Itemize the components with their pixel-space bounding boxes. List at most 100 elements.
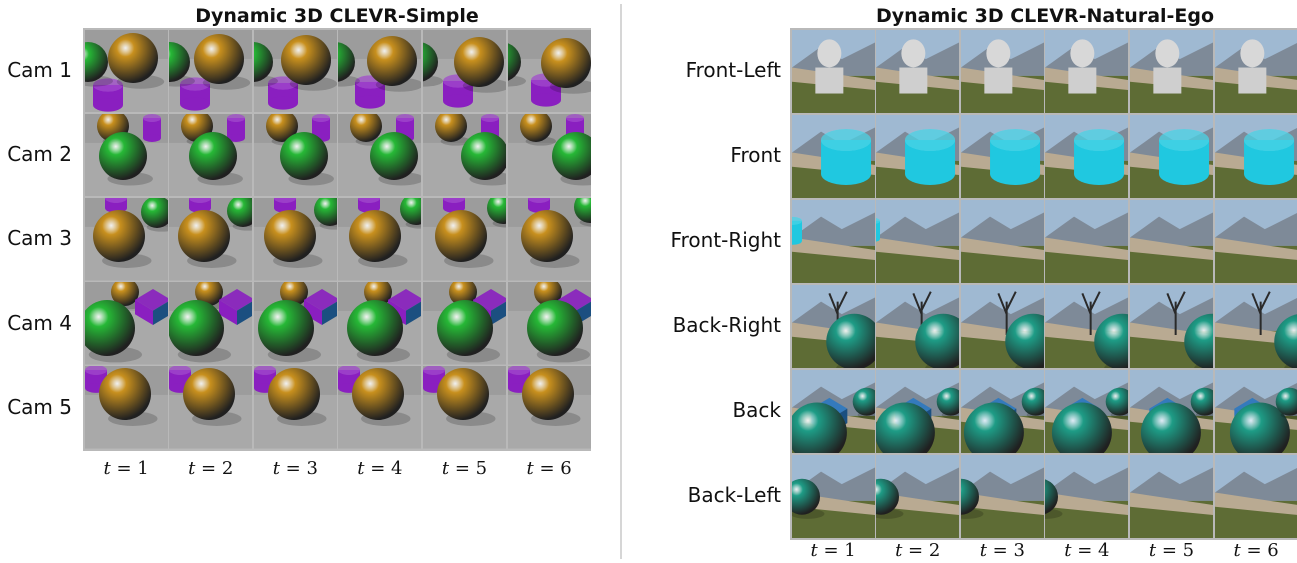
left-time-label: t = 1 — [85, 458, 168, 479]
left-tile-r2-c3 — [253, 113, 337, 197]
time-value: = 3 — [986, 540, 1025, 561]
time-value: = 1 — [110, 458, 149, 479]
green-sphere — [338, 41, 356, 82]
gold-sphere — [195, 282, 224, 307]
left-tile-image — [84, 29, 168, 113]
teal-sphere — [915, 313, 960, 368]
right-tile-r6-c2 — [876, 454, 960, 538]
gold-sphere — [194, 33, 245, 84]
right-tile-r3-c5 — [1130, 199, 1213, 283]
left-tile-r2-c1 — [84, 113, 168, 197]
right-tile-image — [1214, 369, 1297, 453]
panel-divider — [620, 4, 622, 559]
time-variable: t — [103, 458, 111, 479]
right-tile-image — [1130, 29, 1213, 113]
cyan-cylinder — [1074, 128, 1125, 185]
right-tile-image — [791, 369, 875, 453]
left-tile-image — [507, 113, 591, 197]
time-value: = 6 — [1240, 540, 1279, 561]
right-tile-image — [1130, 199, 1213, 283]
left-tile-image — [507, 282, 591, 365]
time-variable: t — [526, 458, 534, 479]
left-time-label: t = 2 — [169, 458, 252, 479]
left-tile-r5-c4 — [338, 366, 422, 449]
green-sphere — [169, 41, 191, 82]
right-tile-image — [1045, 114, 1129, 198]
green-sphere — [507, 42, 521, 81]
right-tile-image — [960, 199, 1044, 283]
statue-bust — [899, 38, 928, 94]
right-tile-image — [1130, 369, 1213, 453]
gold-sphere — [449, 282, 477, 307]
right-panel-title: Dynamic 3D CLEVR-Natural-Ego — [875, 5, 1215, 27]
teal-sphere — [1229, 402, 1290, 453]
right-tile-image — [1130, 454, 1213, 538]
left-tile-image — [253, 282, 337, 365]
time-value: = 3 — [279, 458, 318, 479]
gold-sphere — [279, 282, 308, 307]
right-row-label: Back-Left — [687, 483, 781, 508]
teal-sphere — [960, 478, 979, 515]
left-tile-image — [423, 282, 506, 365]
time-value: = 4 — [1071, 540, 1110, 561]
green-sphere — [84, 41, 108, 82]
time-variable: t — [357, 458, 365, 479]
teal-sphere-small — [1021, 387, 1044, 416]
right-time-label: t = 3 — [961, 540, 1044, 561]
right-tile-image — [791, 454, 875, 538]
left-panel-title: Dynamic 3D CLEVR-Simple — [195, 5, 479, 27]
right-tile-image — [1214, 199, 1297, 283]
right-tile-r3-c3 — [960, 199, 1044, 283]
right-image-grid — [790, 28, 1297, 540]
gold-sphere — [352, 368, 405, 421]
green-sphere — [227, 198, 253, 227]
gold-sphere — [435, 113, 467, 142]
left-tile-image — [84, 113, 168, 197]
purple-cube — [219, 289, 253, 326]
right-tile-image — [1045, 29, 1129, 113]
gold-sphere — [521, 368, 574, 421]
gold-sphere — [364, 282, 393, 307]
teal-sphere — [1273, 313, 1297, 368]
cyan-cylinder — [1159, 128, 1210, 185]
left-tile-image — [84, 282, 168, 365]
right-tile-r5-c3 — [960, 369, 1044, 453]
left-time-label: t = 5 — [423, 458, 506, 479]
bare-tree — [1081, 290, 1102, 335]
right-tile-r5-c2 — [876, 369, 960, 453]
teal-sphere-small — [1275, 387, 1297, 416]
right-time-label: t = 5 — [1130, 540, 1213, 561]
time-value: = 5 — [449, 458, 488, 479]
teal-sphere — [1005, 313, 1044, 368]
right-tile-image — [1214, 454, 1297, 538]
right-tile-r2-c4 — [1045, 114, 1129, 198]
left-row-label: Cam 4 — [7, 310, 72, 335]
right-tile-image — [791, 29, 875, 113]
teal-sphere — [963, 402, 1024, 453]
cyan-cylinder — [791, 216, 802, 245]
right-tile-r1-c1 — [791, 29, 875, 113]
left-tile-r1-c6 — [507, 29, 591, 113]
left-tile-r4-c2 — [169, 282, 253, 365]
gold-sphere — [350, 113, 383, 142]
right-tile-image — [1045, 199, 1129, 283]
right-tile-image — [1045, 454, 1129, 538]
time-variable: t — [1148, 540, 1157, 561]
purple-cylinder — [142, 113, 161, 142]
right-tile-r2-c5 — [1130, 114, 1213, 198]
right-tile-r6-c6 — [1214, 454, 1297, 538]
left-tile-r5-c5 — [423, 366, 506, 449]
left-tile-r4-c5 — [423, 282, 506, 365]
purple-cylinder — [267, 75, 298, 110]
gold-sphere — [98, 368, 151, 421]
left-tile-image — [253, 29, 337, 113]
left-time-label: t = 4 — [338, 458, 421, 479]
left-time-label: t = 3 — [254, 458, 337, 479]
right-tile-r3-c1 — [791, 199, 875, 283]
time-value: = 1 — [817, 540, 856, 561]
right-tile-r2-c2 — [876, 114, 960, 198]
right-time-label: t = 1 — [792, 540, 875, 561]
right-tile-r3-c4 — [1045, 199, 1129, 283]
gold-sphere — [533, 282, 562, 307]
left-tile-image — [423, 366, 506, 449]
